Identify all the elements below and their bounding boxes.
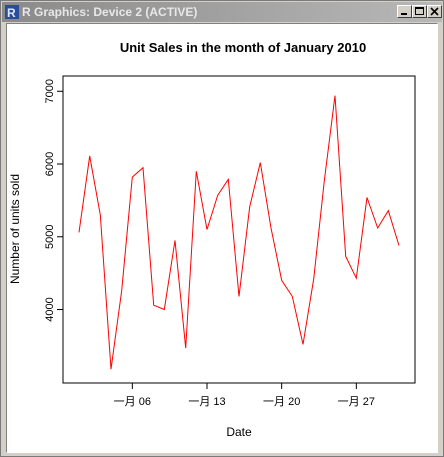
window-title: R Graphics: Device 2 (ACTIVE) [22,5,198,19]
x-axis-label: Date [226,425,252,439]
y-axis-label: Number of units sold [8,174,22,284]
x-tick-label: 一月 20 [263,396,300,408]
minimize-icon [401,13,407,15]
series-group [78,95,400,370]
plot-area: Unit Sales in the month of January 2010 … [6,23,438,453]
x-axis: 一月 06 一月 13 一月 20 一月 27 [114,383,375,408]
close-icon [430,7,439,16]
r-logo-icon: R [5,5,19,19]
title-bar[interactable]: R R Graphics: Device 2 (ACTIVE) [2,2,442,22]
maximize-icon [415,7,424,15]
y-tick-label: 4000 [44,297,56,321]
y-tick-label: 6000 [44,152,56,176]
x-tick-label: 一月 06 [114,396,151,408]
x-tick-label: 一月 27 [338,396,375,408]
y-tick-label: 5000 [44,225,56,249]
chart-title: Unit Sales in the month of January 2010 [120,40,366,55]
minimize-button[interactable] [397,5,412,18]
plot-frame [62,75,416,384]
y-tick-label: 7000 [44,79,56,103]
x-tick-label: 一月 13 [188,396,225,408]
y-axis: 4000 5000 6000 7000 [44,79,63,322]
line-chart: Unit Sales in the month of January 2010 … [8,40,416,439]
svg-text:R: R [7,6,16,19]
close-button[interactable] [427,5,442,18]
maximize-button[interactable] [412,5,427,18]
series-line [78,95,400,370]
